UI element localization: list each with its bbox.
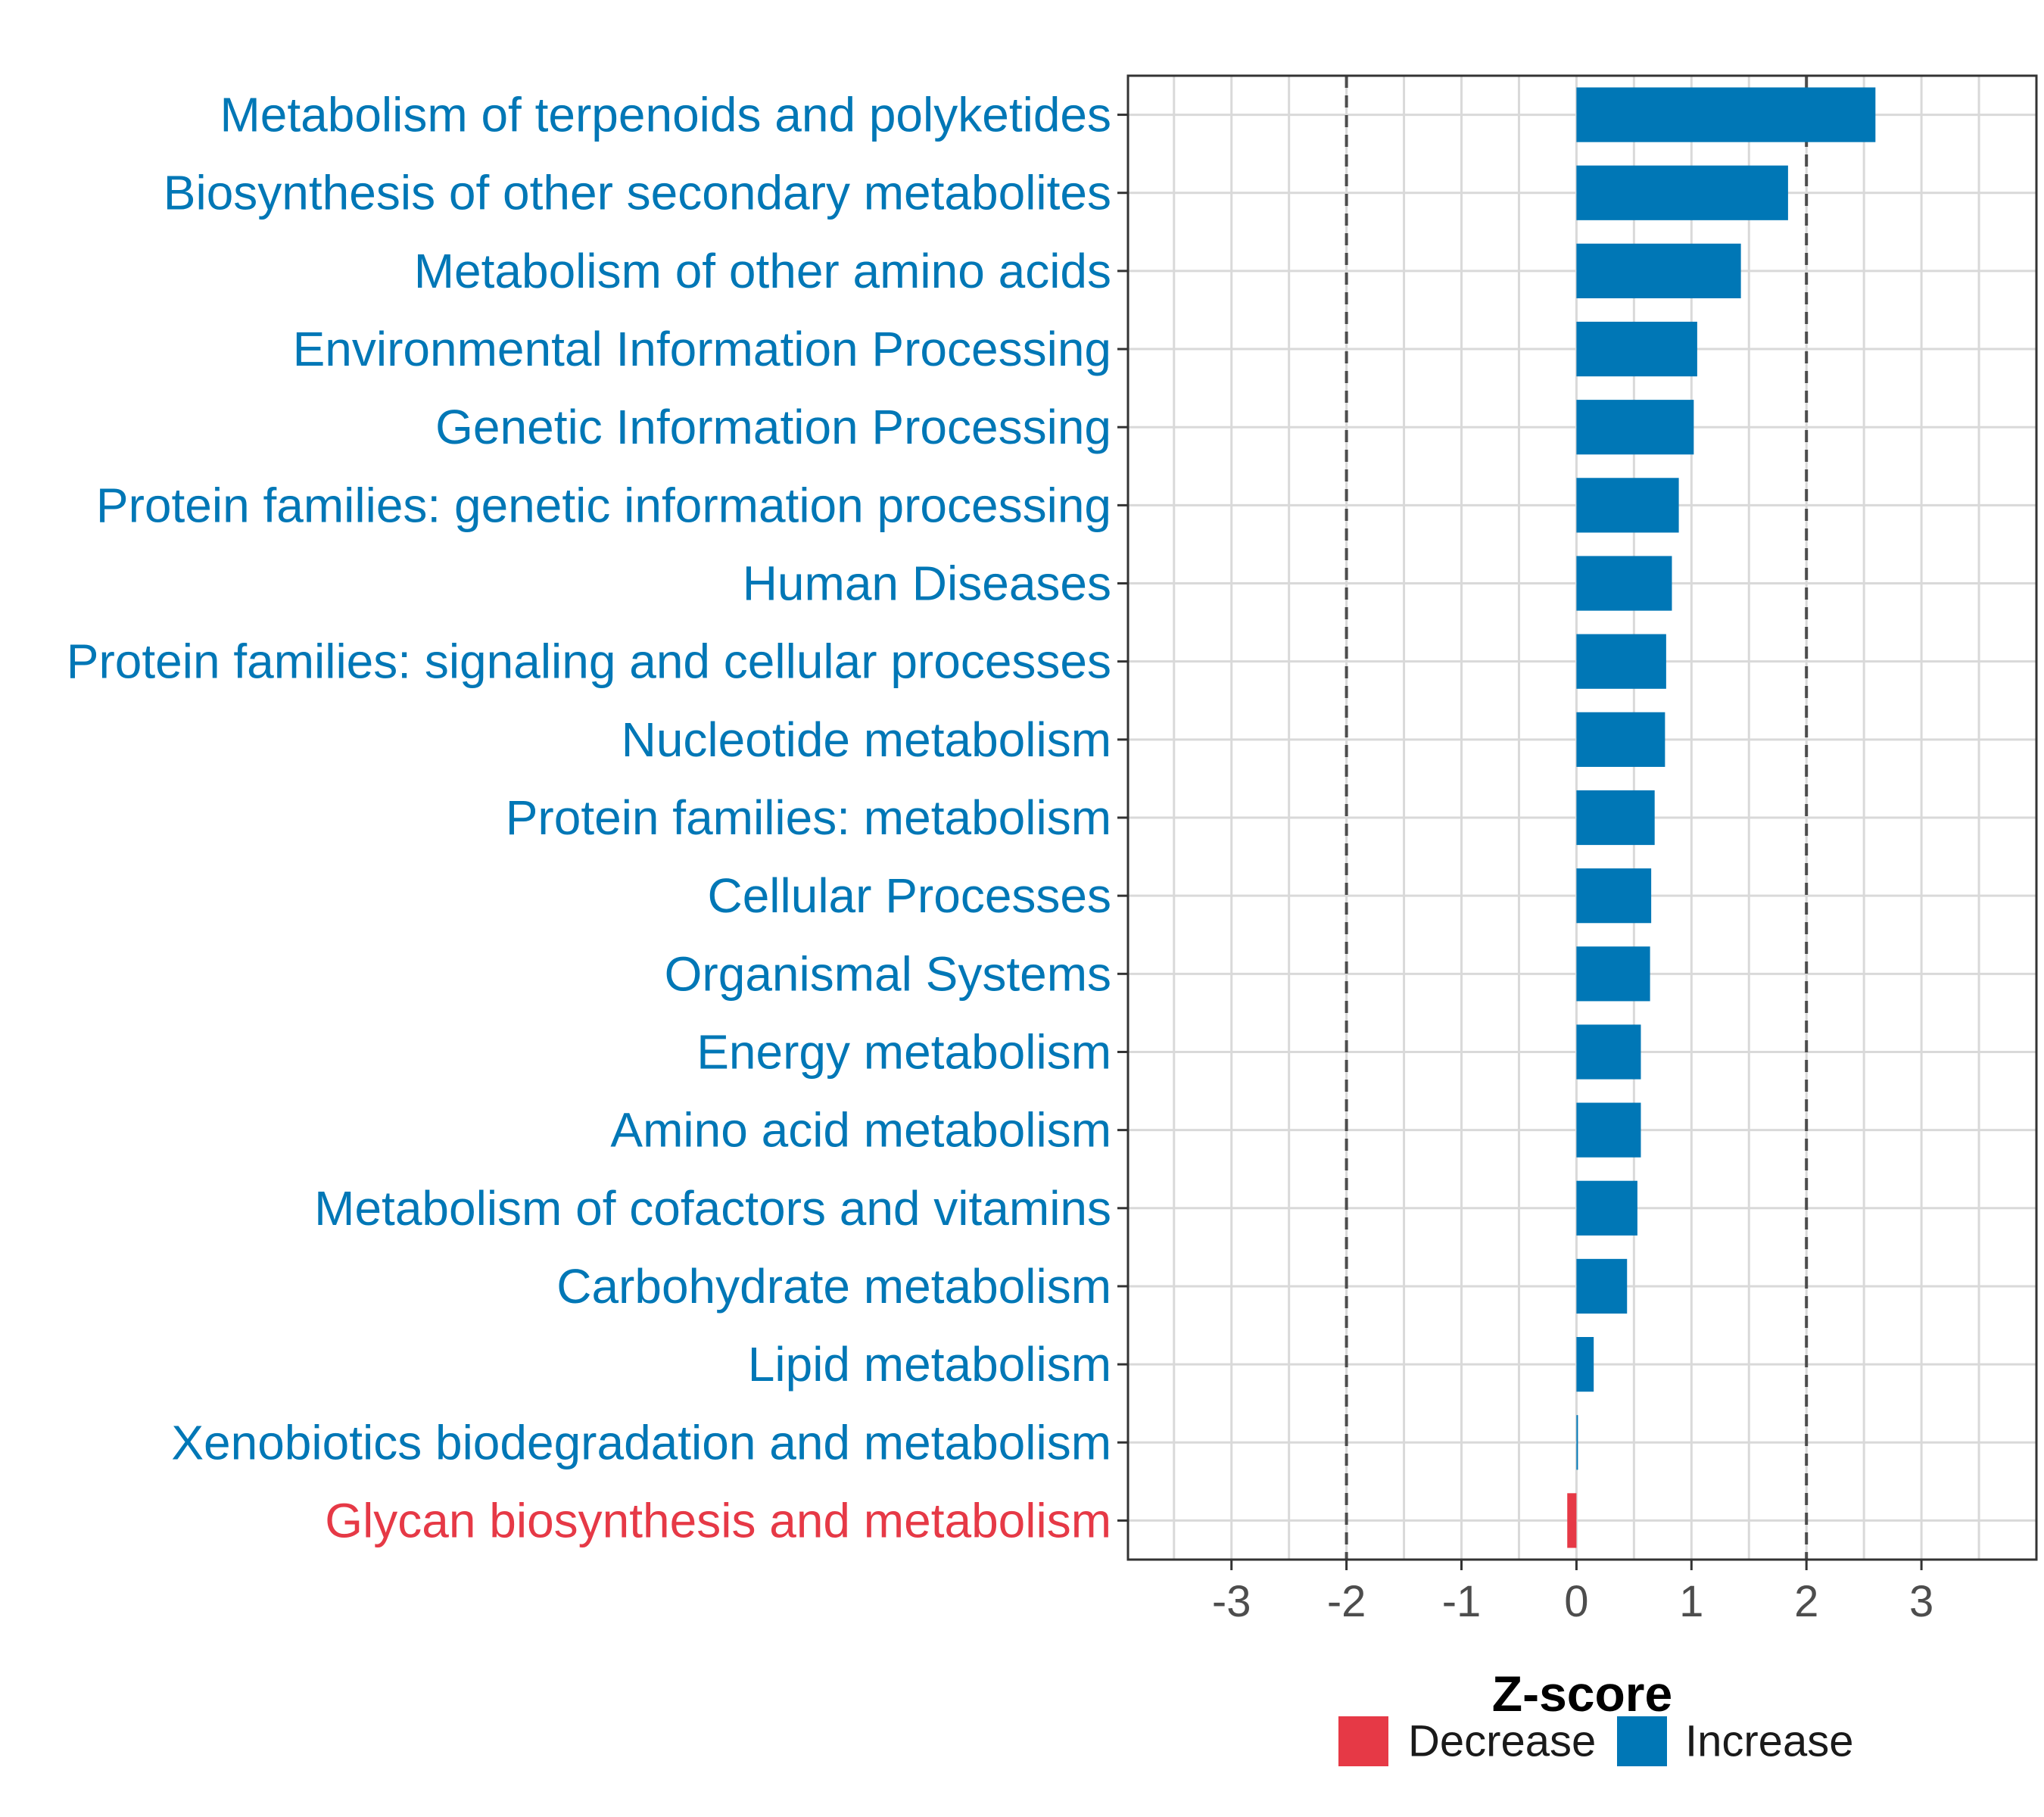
- bar: [1576, 712, 1665, 767]
- category-label: Lipid metabolism: [748, 1337, 1111, 1392]
- category-label: Amino acid metabolism: [610, 1103, 1111, 1158]
- bar: [1576, 868, 1652, 924]
- bar: [1567, 1493, 1577, 1548]
- y-ticks: [1117, 114, 1128, 1522]
- category-label: Protein families: metabolism: [506, 790, 1111, 845]
- legend-swatch-decrease: [1338, 1716, 1388, 1766]
- bar: [1576, 1180, 1637, 1236]
- x-tick-label: 2: [1794, 1577, 1818, 1626]
- legend-label-increase: Increase: [1685, 1717, 1853, 1766]
- bar: [1576, 556, 1672, 611]
- category-label: Metabolism of terpenoids and polyketides: [220, 88, 1111, 142]
- category-label: Biosynthesis of other secondary metaboli…: [164, 166, 1111, 220]
- reference-lines: [1344, 76, 1809, 1560]
- x-tick-label: 3: [1909, 1577, 1933, 1626]
- category-label: Metabolism of cofactors and vitamins: [314, 1181, 1111, 1236]
- bar: [1576, 1258, 1628, 1314]
- bar: [1576, 87, 1876, 142]
- bar: [1576, 1024, 1641, 1080]
- category-label: Genetic Information Processing: [435, 400, 1111, 454]
- category-label: Organismal Systems: [665, 946, 1111, 1001]
- bar: [1576, 243, 1741, 298]
- bar: [1576, 1102, 1641, 1158]
- bar: [1576, 478, 1679, 533]
- category-label: Energy metabolism: [696, 1024, 1111, 1079]
- category-label: Cellular Processes: [707, 868, 1111, 923]
- x-tick-label: -1: [1442, 1577, 1482, 1626]
- bar: [1576, 321, 1697, 377]
- legend: Decrease Increase: [1338, 1716, 1853, 1766]
- legend-swatch-increase: [1617, 1716, 1667, 1766]
- category-label: Protein families: signaling and cellular…: [67, 634, 1111, 689]
- bar: [1576, 1415, 1578, 1470]
- category-label: Human Diseases: [743, 556, 1111, 611]
- category-labels: Metabolism of terpenoids and polyketides…: [67, 88, 1111, 1548]
- x-ticks: -3 -2 -1 0 1 2 3: [1212, 1560, 1933, 1626]
- x-tick-label: -3: [1212, 1577, 1251, 1626]
- x-tick-label: 0: [1564, 1577, 1588, 1626]
- x-tick-label: 1: [1679, 1577, 1703, 1626]
- legend-label-decrease: Decrease: [1408, 1717, 1596, 1766]
- category-label: Protein families: genetic information pr…: [96, 478, 1111, 532]
- bars: [1567, 87, 1876, 1548]
- category-label: Metabolism of other amino acids: [414, 244, 1111, 298]
- bar: [1576, 946, 1650, 1002]
- category-label: Xenobiotics biodegradation and metabolis…: [171, 1415, 1111, 1469]
- bar: [1576, 790, 1655, 846]
- bar: [1576, 634, 1666, 689]
- x-axis-title: Z-score: [1492, 1666, 1672, 1722]
- category-label: Nucleotide metabolism: [622, 712, 1111, 767]
- bar: [1576, 1337, 1594, 1392]
- x-tick-label: -2: [1327, 1577, 1366, 1626]
- category-label: Glycan biosynthesis and metabolism: [325, 1493, 1111, 1547]
- category-label: Carbohydrate metabolism: [556, 1259, 1111, 1314]
- bar: [1576, 165, 1788, 220]
- category-label: Environmental Information Processing: [293, 322, 1111, 376]
- bar: [1576, 400, 1694, 455]
